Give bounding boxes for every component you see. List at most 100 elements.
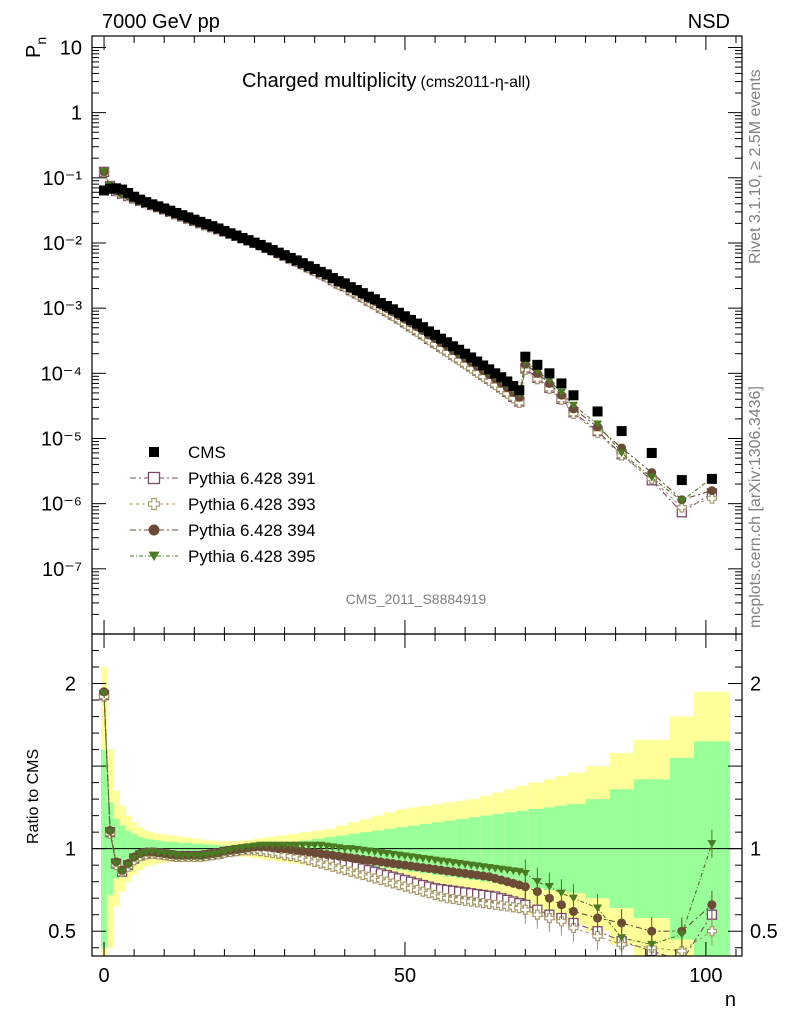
series-point (617, 449, 627, 458)
ratio-point (291, 851, 302, 863)
ratio-point (556, 916, 567, 927)
ratio-point (117, 868, 127, 876)
cms-data-point (153, 201, 164, 212)
ratio-point (460, 895, 471, 906)
chart-title-sub: (cms2011-η-all) (421, 74, 531, 91)
ratio-point (556, 889, 566, 898)
cms-data-point (309, 263, 320, 274)
ratio-point (448, 893, 459, 905)
ratio-point (593, 904, 603, 913)
ratio-point (514, 903, 525, 914)
ratio-uncertainty-bands (101, 667, 730, 956)
cms-data-point (369, 294, 380, 305)
ratio-point (298, 841, 308, 850)
ratio-point (135, 850, 145, 859)
legend-entry-label: Pythia 6.428 393 (188, 495, 316, 514)
legend-marker (149, 447, 159, 457)
series-point (99, 168, 109, 176)
ratio-point (369, 873, 380, 884)
cms-data-point (496, 372, 507, 383)
ratio-point (375, 874, 386, 886)
x-tick-label: 100 (689, 965, 722, 987)
header-energy-label: 7000 GeV pp (102, 11, 220, 33)
ratio-point (280, 841, 290, 850)
legend-marker (147, 497, 161, 511)
ratio-point (183, 852, 193, 861)
cms-data-point (381, 300, 392, 311)
cms-data-point (285, 252, 296, 263)
y-axis-label: Pn (23, 37, 49, 58)
cms-data-point (514, 385, 525, 396)
cms-data-point (532, 359, 543, 370)
legend-entry-label: Pythia 6.428 395 (188, 547, 316, 566)
cms-data-point (261, 242, 272, 253)
ratio-point (123, 861, 133, 870)
series-point (677, 497, 687, 505)
cms-data-point (207, 221, 218, 232)
ratio-point (592, 931, 603, 942)
mcplots-label: mcplots.cern.ch [arXiv:1306.3436] (747, 386, 764, 628)
ratio-plot-frame (91, 633, 743, 957)
ratio-point (310, 841, 320, 850)
cms-data-point (105, 183, 116, 194)
axis-tick-labels: 10 1 10⁻¹ 10⁻² 10⁻³ 10⁻⁴ 10⁻⁵ 10⁻⁶ 10⁻⁷ 0 50 100 2 2 1… (41, 37, 778, 987)
series-point (544, 377, 554, 385)
series-point (593, 420, 603, 429)
ratio-point (707, 840, 717, 848)
cms-data-point (147, 199, 158, 210)
cms-data-point (333, 276, 344, 287)
y-tick-label: 10⁻⁴ (41, 363, 82, 385)
cms-data-point (159, 203, 170, 214)
cms-data-point (267, 245, 278, 256)
ratio-point (617, 934, 627, 942)
ratio-point (207, 850, 217, 859)
ratio-point (706, 926, 718, 937)
cms-data-point (351, 284, 362, 295)
ratio-point (490, 899, 501, 910)
legend-marker (148, 551, 160, 561)
ratio-point (327, 861, 338, 872)
cms-data-point (676, 475, 687, 486)
cms-data-point (430, 329, 441, 340)
ratio-point (321, 860, 332, 871)
ratio-tick-label: 2 (65, 674, 76, 696)
ratio-point (201, 851, 211, 860)
ratio-point (568, 922, 579, 934)
ratio-point (647, 940, 657, 949)
cms-data-point (387, 304, 398, 315)
cms-data-point (490, 368, 501, 379)
ratio-point (225, 846, 235, 855)
y-tick-label: 10⁻¹ (43, 168, 83, 190)
ratio-point (345, 866, 356, 877)
ratio-point (231, 845, 241, 853)
ratio-point (544, 912, 555, 924)
y-tick-label: 10⁻⁷ (42, 559, 82, 581)
cms-data-point (484, 364, 495, 375)
x-axis-label: n (725, 989, 736, 1011)
cms-data-point (478, 360, 489, 371)
y-tick-label: 10⁻³ (43, 298, 83, 320)
cms-data-point (141, 197, 152, 208)
ratio-point (532, 878, 542, 886)
cms-data-point (303, 261, 314, 272)
ratio-point (520, 904, 531, 915)
cms-data-point (189, 214, 200, 225)
cms-data-point (345, 282, 356, 293)
ratio-point (274, 841, 284, 850)
ratio-point (520, 869, 530, 878)
cms-data-point (213, 223, 224, 234)
legend-marker (147, 471, 161, 485)
ratio-point (303, 855, 314, 866)
ratio-point (393, 879, 405, 891)
ratio-point (423, 888, 435, 899)
cms-data-point (568, 390, 579, 401)
ratio-point (478, 898, 489, 909)
header-process-label: NSD (688, 11, 730, 33)
ratio-tick-label: 1 (65, 839, 76, 861)
y-tick-label: 10⁻⁶ (41, 494, 82, 516)
cms-data-point (135, 194, 146, 205)
ratio-point (286, 841, 296, 850)
x-tick-label: 50 (394, 965, 416, 987)
ratio-point (496, 900, 507, 911)
cms-data-point (412, 318, 422, 329)
